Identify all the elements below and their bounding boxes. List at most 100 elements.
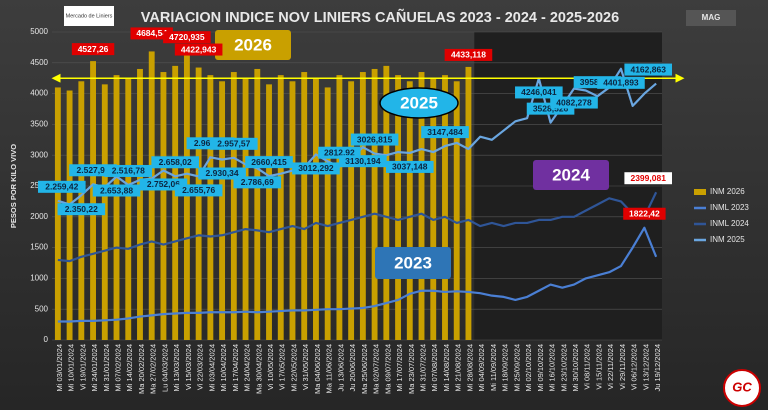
bar	[289, 81, 296, 340]
x-tick-label: Mi 18/09/2024	[501, 344, 510, 392]
x-tick-label: Mi 16/10/2024	[548, 344, 557, 392]
value-label: 2.527,97	[77, 165, 110, 175]
value-label: 4246,041	[521, 87, 557, 97]
bar	[277, 75, 284, 341]
year-badge	[379, 87, 459, 119]
x-tick-label: Mi 09/10/2024	[536, 344, 545, 392]
logo-box	[686, 10, 736, 26]
value-label-box	[104, 164, 153, 177]
y-tick-label: 3500	[30, 120, 48, 129]
value-label: 4433,118	[451, 50, 486, 60]
y-tick-label: 5000	[30, 27, 48, 36]
value-label-box	[623, 207, 666, 220]
x-tick-label: Ma 02/07/2024	[372, 344, 381, 394]
bar	[266, 84, 272, 340]
legend-label: INM 2026	[710, 187, 745, 196]
bar	[406, 81, 413, 340]
value-label: 4720,935	[169, 32, 205, 42]
x-tick-label: Mi 30/10/2024	[571, 344, 580, 392]
x-tick-label: Mi 25/09/2024	[512, 344, 521, 392]
x-tick-label: Mi 11/09/2024	[489, 344, 498, 391]
value-label: 3147,484	[427, 127, 463, 137]
year-badge-label: 2024	[552, 165, 590, 184]
x-tick-label: Vi 15/11/2024	[594, 344, 603, 390]
value-label: 2.957,57	[217, 139, 250, 149]
x-tick-label: Vi 06/12/2024	[630, 344, 639, 390]
x-tick-label: Mi 23/10/2024	[559, 344, 568, 392]
bar	[348, 81, 355, 340]
bar	[336, 75, 343, 341]
logo-box	[64, 6, 114, 26]
value-label: 1822,42	[629, 208, 660, 218]
legend-label: INML 2023	[710, 203, 749, 212]
x-tick-label: Mi 28/08/2024	[465, 344, 474, 392]
legend-label: INML 2024	[710, 219, 749, 228]
value-label: 2812,92	[324, 147, 355, 157]
value-label: 2.655,76	[182, 185, 215, 195]
x-tick-label: Mi 07/08/2024	[430, 344, 439, 392]
value-label: 4422,943	[181, 44, 217, 54]
value-label: 2.653,88	[100, 185, 133, 195]
bar	[219, 81, 226, 340]
x-tick-label: Ju 13/06/2024	[336, 344, 345, 392]
legend-label: INM 2025	[710, 235, 745, 244]
value-label: 4684,54	[136, 28, 167, 38]
value-label-box	[174, 184, 223, 197]
value-label: 4401,893	[603, 78, 639, 88]
value-label-box	[245, 156, 293, 169]
logo: Mercado de Liniers	[66, 13, 113, 19]
value-label: 2660,415	[251, 157, 287, 167]
logo: GC	[732, 379, 752, 394]
value-label-box	[57, 203, 106, 216]
value-label: 3026,815	[357, 134, 393, 144]
value-label-box	[515, 86, 563, 99]
bar	[160, 72, 167, 340]
y-tick-label: 500	[35, 304, 49, 313]
value-label-box	[624, 63, 672, 76]
x-tick-label: Mi 24/01/2024	[90, 344, 99, 392]
bar	[371, 68, 378, 341]
value-label-box	[385, 160, 434, 173]
value-label-box	[444, 48, 493, 61]
bar	[195, 67, 202, 340]
value-label-box	[292, 162, 340, 175]
value-label-box	[339, 155, 387, 168]
y-tick-label: 3000	[30, 150, 48, 159]
x-tick-label: Ju 20/06/2024	[348, 344, 357, 392]
x-tick-label: Mi 13/03/2024	[172, 344, 181, 392]
year-badge	[533, 160, 609, 190]
y-tick-label: 4000	[30, 89, 48, 98]
value-label-box	[233, 176, 282, 189]
x-tick-label: Mi 14/08/2024	[442, 344, 451, 392]
legend-swatch	[694, 189, 706, 195]
x-tick-label: Ma 25/06/2024	[360, 344, 369, 394]
bar	[90, 61, 96, 340]
x-tick-label: Ma 09/07/2024	[383, 344, 392, 394]
bar	[395, 75, 401, 341]
x-tick-label: Vi 22/11/2024	[606, 344, 615, 390]
bar	[66, 90, 73, 341]
x-tick-label: Mi 22/05/2024	[289, 344, 298, 392]
x-tick-label: Lu 04/03/2024	[160, 344, 169, 392]
bar	[465, 66, 472, 341]
x-tick-label: Mi 03/04/2024	[207, 344, 216, 392]
line	[57, 191, 658, 263]
y-tick-label: 2000	[30, 212, 48, 221]
x-tick-label: Mi 07/02/2024	[114, 344, 123, 392]
bar	[113, 75, 120, 341]
x-tick-label: Ma 11/06/2024	[325, 344, 334, 393]
bar	[137, 68, 143, 341]
x-tick-label: Mi 10/04/2024	[219, 344, 228, 392]
x-tick-label: Vi 19/01/2024	[78, 344, 87, 390]
year-badge	[375, 247, 451, 279]
value-label-box	[421, 126, 469, 139]
value-label: 2.516,78	[112, 166, 145, 176]
bar	[418, 72, 425, 340]
value-label: 2.752,06	[147, 179, 180, 189]
x-tick-label: Ma 20/02/2024	[137, 344, 146, 394]
value-label: 2.930,34	[206, 168, 239, 178]
x-tick-label: Vi 13/12/2024	[641, 344, 650, 390]
value-label: 2.350,22	[65, 204, 98, 214]
value-label: 3037,148	[392, 162, 428, 172]
value-label: 3130,194	[345, 156, 381, 166]
